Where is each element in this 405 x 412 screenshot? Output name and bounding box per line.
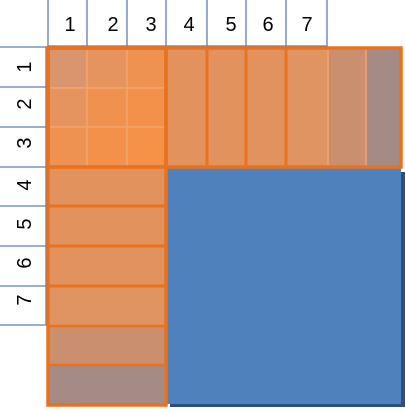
row-header-5: 5 bbox=[14, 218, 36, 229]
small-grid-cell bbox=[126, 126, 167, 168]
column-strip-last bbox=[366, 48, 401, 167]
column-strip-extra bbox=[328, 48, 366, 167]
column-strip-4 bbox=[166, 48, 207, 167]
column-header-2: 2 bbox=[107, 14, 118, 36]
row-strip-4 bbox=[48, 167, 166, 206]
row-strip-5 bbox=[48, 206, 166, 246]
row-strip-6 bbox=[48, 246, 166, 286]
column-header-4: 4 bbox=[183, 14, 194, 36]
row-strip-last bbox=[48, 365, 166, 405]
row-header-2: 2 bbox=[14, 98, 36, 109]
row-header-3: 3 bbox=[14, 137, 36, 148]
small-grid-cell bbox=[86, 87, 128, 128]
small-grid-cell bbox=[126, 47, 167, 89]
column-strip-7 bbox=[286, 48, 328, 167]
column-header-labels: 1 2 3 4 5 6 7 bbox=[64, 14, 312, 36]
column-header-1: 1 bbox=[64, 14, 75, 36]
column-strip-6 bbox=[246, 48, 286, 167]
small-grid-cell bbox=[47, 47, 88, 89]
header-gridlines bbox=[0, 0, 328, 326]
small-grid-cell bbox=[126, 87, 167, 128]
row-header-4: 4 bbox=[14, 179, 36, 190]
row-header-labels: 1 2 3 4 5 6 7 bbox=[14, 61, 36, 305]
small-grid-cell bbox=[47, 126, 88, 168]
row-header-1: 1 bbox=[14, 61, 36, 72]
column-header-6: 6 bbox=[262, 14, 273, 36]
small-grid-cell bbox=[47, 87, 88, 128]
row-strip-extra bbox=[48, 326, 166, 365]
column-header-7: 7 bbox=[301, 14, 312, 36]
row-header-6: 6 bbox=[14, 257, 36, 268]
column-header-3: 3 bbox=[145, 14, 156, 36]
corner-block-outline bbox=[46, 46, 168, 169]
blue-block bbox=[166, 167, 401, 404]
row-strip-7 bbox=[48, 286, 166, 326]
column-header-5: 5 bbox=[225, 14, 236, 36]
row-header-7: 7 bbox=[14, 294, 36, 305]
small-grid-cell bbox=[86, 126, 128, 168]
small-grid-cell bbox=[86, 47, 128, 89]
matrix-blocks bbox=[46, 46, 405, 407]
column-strip-5 bbox=[207, 48, 246, 167]
